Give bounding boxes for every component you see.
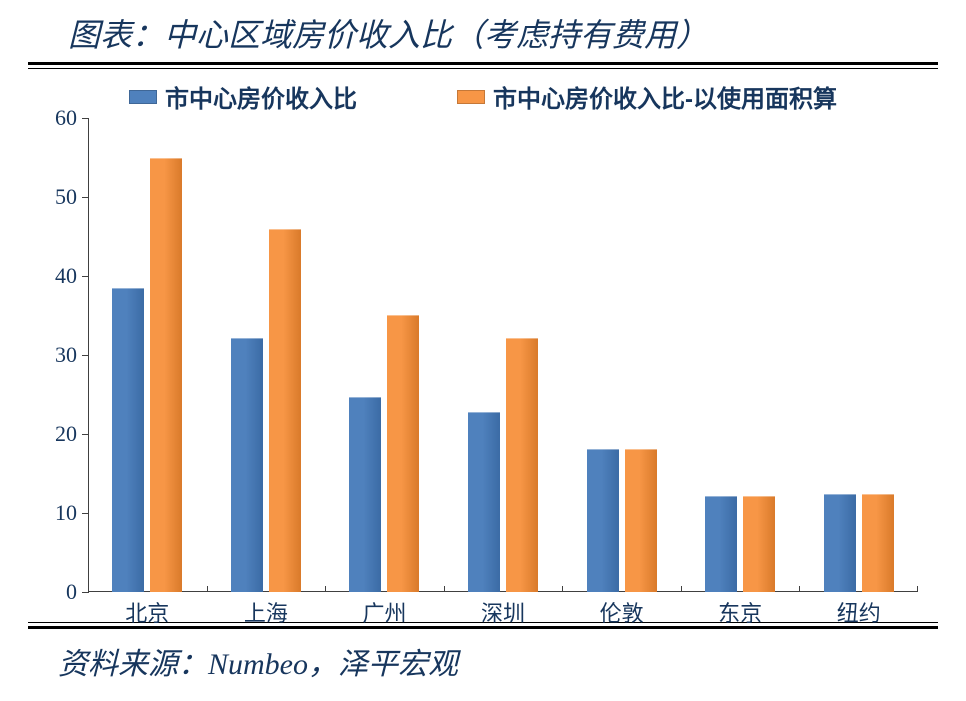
x-label: 伦敦 [562,592,681,622]
x-tick-mark [444,586,445,592]
y-tick-label: 0 [66,579,77,605]
plot-area: 0102030405060 北京上海广州深圳伦敦东京纽约 [88,118,918,622]
bar [824,118,856,592]
bar-group [325,118,444,592]
y-axis: 0102030405060 [28,118,83,592]
legend-label-1: 市中心房价收入比-以使用面积算 [493,79,837,114]
x-tick-mark [207,586,208,592]
bar [625,118,657,592]
legend-swatch-1 [457,90,485,104]
bar [349,118,381,592]
chart-container: 图表：中心区域房价收入比（考虑持有费用） 市中心房价收入比 市中心房价收入比-以… [28,10,938,683]
legend-item-0: 市中心房价收入比 [129,79,357,114]
bar-group [799,118,918,592]
source-text: 资料来源：Numbeo，泽平宏观 [28,629,938,683]
x-tick-mark [799,586,800,592]
x-tick-mark [88,586,89,592]
x-label: 北京 [88,592,207,622]
bar [587,118,619,592]
bar [269,118,301,592]
bar [862,118,894,592]
bar [705,118,737,592]
bar [231,118,263,592]
x-label: 深圳 [444,592,563,622]
chart-title: 图表：中心区域房价收入比（考虑持有费用） [28,10,938,62]
bar [743,118,775,592]
x-label: 纽约 [799,592,918,622]
y-tick-label: 60 [55,105,77,131]
legend-label-0: 市中心房价收入比 [165,79,357,114]
bar [506,118,538,592]
bar-group [88,118,207,592]
bar [387,118,419,592]
legend-swatch-0 [129,90,157,104]
x-tick-mark [917,586,918,592]
x-tick-mark [681,586,682,592]
bar-group [207,118,326,592]
bar-group [444,118,563,592]
x-label: 上海 [207,592,326,622]
legend-item-1: 市中心房价收入比-以使用面积算 [457,79,837,114]
y-tick-label: 40 [55,263,77,289]
bar [112,118,144,592]
x-label: 广州 [325,592,444,622]
x-tick-mark [562,586,563,592]
bar [468,118,500,592]
x-tick-mark [325,586,326,592]
x-label: 东京 [681,592,800,622]
y-tick-label: 20 [55,421,77,447]
legend: 市中心房价收入比 市中心房价收入比-以使用面积算 [28,69,938,118]
x-axis-labels: 北京上海广州深圳伦敦东京纽约 [88,592,918,622]
y-tick-label: 50 [55,184,77,210]
bars-layer [88,118,918,592]
bar-group [681,118,800,592]
bar-group [562,118,681,592]
y-tick-label: 10 [55,500,77,526]
y-tick-label: 30 [55,342,77,368]
bar [150,118,182,592]
